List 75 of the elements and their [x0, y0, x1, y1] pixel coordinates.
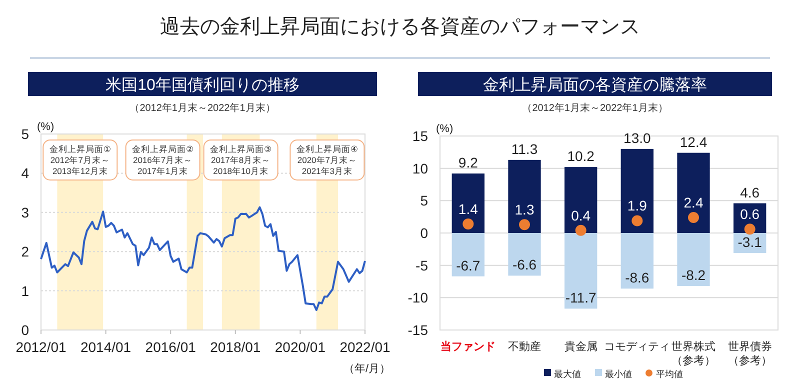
data-label: 10.2 [567, 148, 595, 164]
y-tick-label: 0 [21, 322, 30, 338]
band-label: 金利上昇局面③ 2017年8月末～ 2018年10月末 [210, 144, 272, 176]
x-tick-label: 2012/01 [16, 339, 67, 355]
y-tick-label: 1 [21, 282, 30, 299]
y-axis-title: (%) [37, 121, 54, 133]
x-tick-label: 2022/01 [340, 339, 391, 355]
data-label: -6.7 [456, 257, 480, 274]
bar [452, 174, 485, 233]
data-label: 13.0 [624, 130, 652, 146]
point [575, 224, 586, 236]
legend-label: 平均値 [656, 369, 683, 379]
point [744, 224, 756, 235]
data-label: -8.6 [625, 270, 650, 286]
y-tick-label: -15 [408, 322, 428, 338]
bar [452, 233, 485, 276]
line-series [40, 206, 366, 312]
data-label: 9.2 [458, 154, 478, 171]
data-label: 4.6 [740, 184, 760, 200]
data-label: -3.1 [738, 234, 762, 250]
point [688, 212, 699, 223]
x-tick-label: 世界債券（参考） [728, 340, 772, 367]
x-axis-title: （年/月） [343, 363, 391, 375]
data-label: 11.3 [511, 140, 538, 157]
x-tick-label: 2020/01 [274, 339, 326, 355]
y-axis-title: (%) [436, 123, 454, 135]
band-label: 金利上昇局面④ 2020年7月末～ 2021年3月末 [296, 144, 358, 176]
y-tick-label: 10 [412, 160, 428, 176]
data-label: 1.4 [458, 200, 478, 217]
y-tick-label: 5 [420, 192, 428, 209]
chart-title: 金利上昇局面の各資産の騰落率 [483, 76, 707, 94]
bar [564, 233, 598, 309]
x-tick-label: 不動産 [508, 340, 541, 353]
data-label: 0.4 [571, 207, 591, 224]
point [462, 218, 474, 230]
data-label: 1.9 [627, 198, 648, 214]
x-tick-label: 2016/01 [145, 339, 196, 355]
chart-subtitle: （2012年1月末～2022年1月末） [522, 102, 668, 114]
data-label: 1.3 [514, 202, 534, 218]
y-tick-label: -5 [416, 257, 428, 274]
y-tick-label: 4 [21, 165, 30, 182]
y-tick-label: 3 [21, 204, 30, 220]
y-tick-label: 2 [21, 244, 30, 260]
text: 過去の金利上昇局面における各資産のパフォーマンス [160, 16, 640, 38]
x-tick-label: 当ファンド [440, 340, 496, 353]
bar [620, 148, 654, 233]
x-tick-label: 2018/01 [210, 339, 261, 355]
x-tick-label: 貴金属 [564, 340, 598, 353]
x-tick-label: 世界株式（参考） [672, 340, 716, 367]
chart-subtitle: （2012年1月末～2022年1月末） [130, 102, 276, 114]
data-label: 12.4 [680, 134, 708, 150]
y-tick-label: -10 [408, 290, 428, 306]
point [519, 219, 530, 230]
x-tick-label: 2014/01 [80, 339, 132, 355]
legend-label: 最小値 [605, 369, 632, 379]
bar [564, 167, 598, 233]
band-label: 金利上昇局面② 2016年7月末～ 2017年1月末 [132, 144, 194, 176]
bar [677, 233, 710, 286]
y-tick-label: 15 [412, 128, 428, 144]
y-tick-label: 0 [420, 225, 428, 241]
legend-label: 最大値 [554, 369, 581, 379]
band-label: 金利上昇局面① 2012年7月末～ 2013年12月末 [49, 144, 111, 176]
bar [508, 160, 541, 233]
bar [677, 152, 710, 233]
bar [620, 233, 654, 289]
data-label: -11.7 [565, 290, 596, 306]
y-tick-label: 5 [21, 126, 30, 142]
data-label: 2.4 [684, 194, 704, 210]
chart-title: 米国10年国債利回りの推移 [106, 76, 300, 94]
data-label: -8.2 [681, 267, 706, 284]
point [632, 215, 643, 226]
bar [508, 233, 541, 276]
data-label: 0.6 [740, 206, 760, 222]
data-label: -6.6 [512, 256, 537, 273]
x-tick-label: コモディティ [604, 341, 670, 353]
